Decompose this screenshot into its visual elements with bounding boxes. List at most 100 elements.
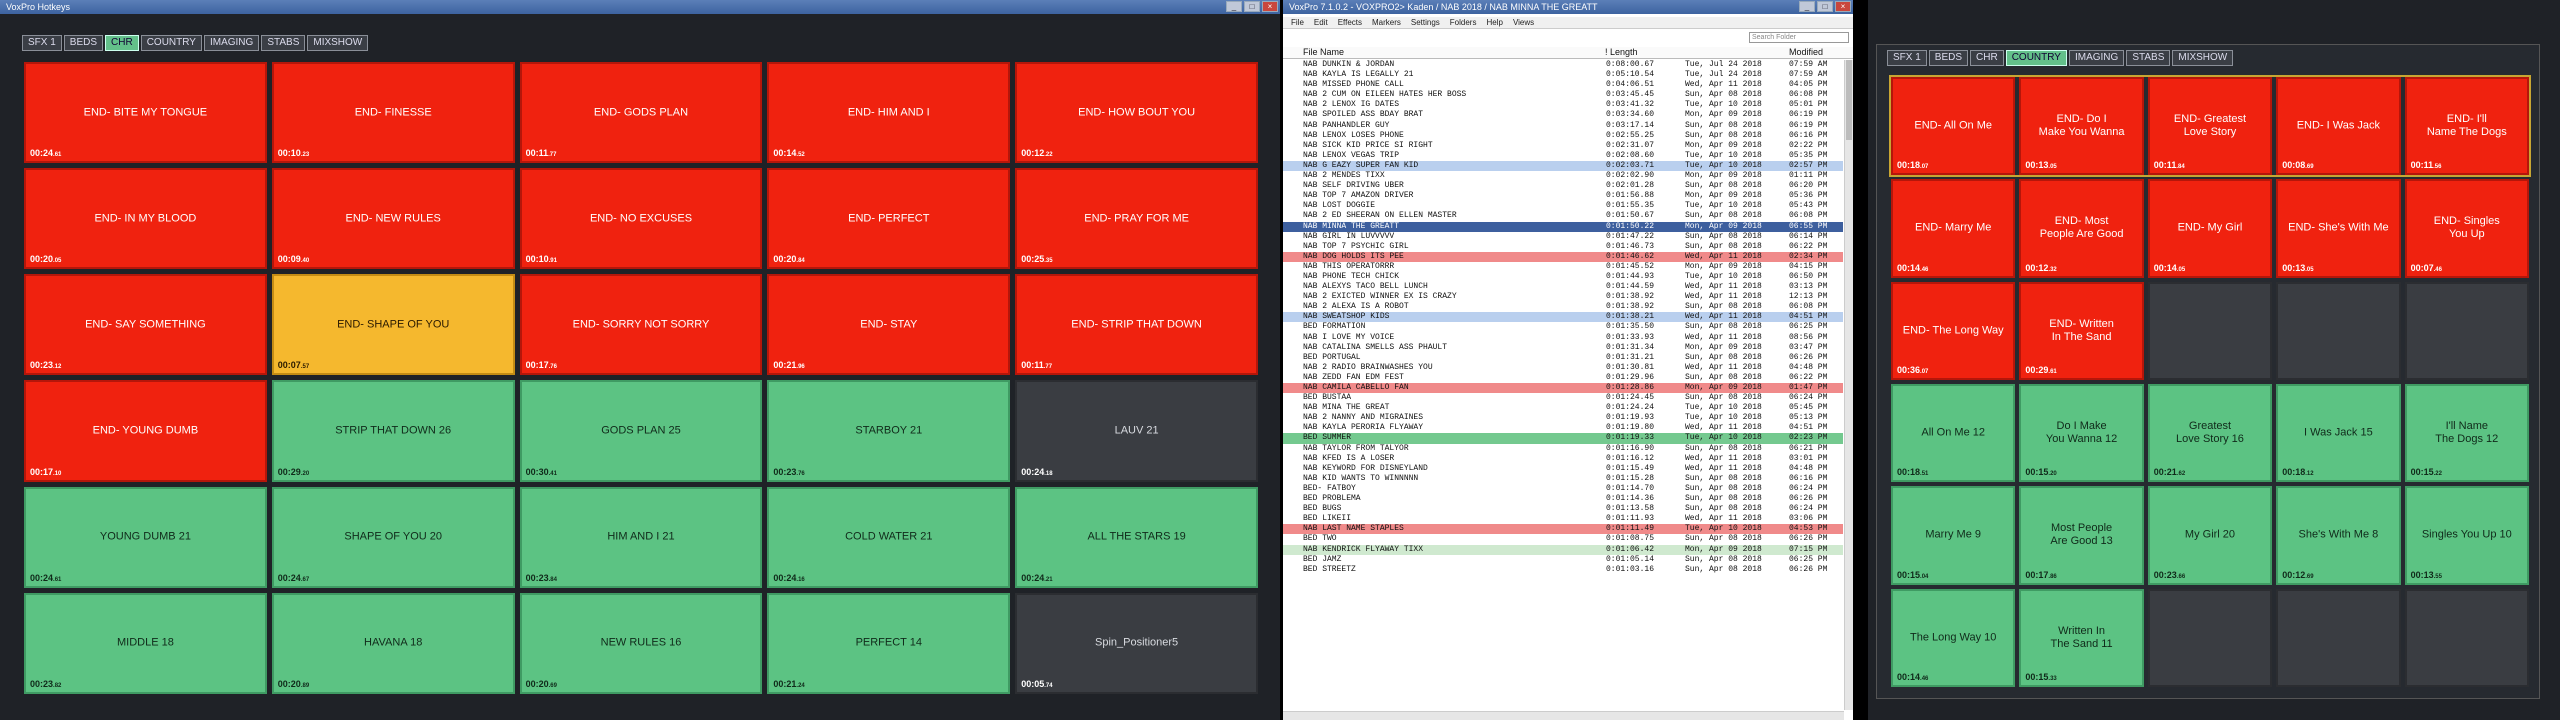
file-row[interactable]: BED STREETZ 0:01:03.16 Sun, Apr 08 2018 06:… bbox=[1283, 565, 1843, 575]
file-row[interactable]: NAB LENOX VEGAS TRIP 0:02:08.60 Tue, Apr 1… bbox=[1283, 151, 1843, 161]
menu-item[interactable]: Folders bbox=[1449, 18, 1477, 27]
right-hotkey-cell[interactable]: END- I'll Name The Dogs 00:11.56 bbox=[2404, 77, 2529, 176]
right-tab-5[interactable]: STABS bbox=[2126, 50, 2171, 66]
file-row[interactable]: NAB I LOVE MY VOICE 0:01:33.93 Wed, Apr 11… bbox=[1283, 333, 1843, 343]
right-hotkey-cell[interactable] bbox=[2276, 281, 2401, 380]
file-row[interactable]: NAB TOP 7 PSYCHIC GIRL 0:01:46.73 Sun, Apr… bbox=[1283, 242, 1843, 252]
right-hotkey-cell[interactable]: She's With Me 8 00:12.69 bbox=[2276, 486, 2401, 585]
right-tab-3[interactable]: COUNTRY bbox=[2005, 50, 2067, 66]
right-hotkey-cell[interactable]: My Girl 20 00:23.66 bbox=[2147, 486, 2273, 585]
file-row[interactable]: NAB KAYLA IS LEGALLY 21 0:05:10.54 Tue, Ju… bbox=[1283, 70, 1843, 80]
left-tab-4[interactable]: IMAGING bbox=[203, 35, 260, 51]
left-tab-5[interactable]: STABS bbox=[261, 35, 306, 51]
right-hotkey-cell[interactable] bbox=[2147, 281, 2273, 380]
left-hotkey-cell[interactable]: END- BITE MY TONGUE 00:24.61 bbox=[24, 62, 267, 164]
left-hotkey-cell[interactable]: END- SAY SOMETHING 00:23.12 bbox=[24, 274, 267, 376]
file-row[interactable]: NAB KAYLA PERORIA FLYAWAY 0:01:19.80 Wed, … bbox=[1283, 423, 1843, 433]
right-hotkey-cell[interactable] bbox=[2276, 588, 2401, 687]
left-hotkey-cell[interactable]: STRIP THAT DOWN 26 00:29.20 bbox=[271, 380, 515, 482]
right-hotkey-cell[interactable]: Written In The Sand 11 00:15.33 bbox=[2019, 588, 2144, 687]
file-row[interactable]: BED TWO 0:01:08.75 Sun, Apr 08 2018 06:26 P… bbox=[1283, 534, 1843, 544]
left-hotkey-cell[interactable]: END- HIM AND I 00:14.52 bbox=[767, 62, 1011, 164]
col-file-name[interactable]: File Name bbox=[1303, 47, 1345, 57]
file-row[interactable]: BED PROBLEMA 0:01:14.36 Sun, Apr 08 2018 06… bbox=[1283, 494, 1843, 504]
file-row[interactable]: NAB SICK KID PRICE SI RIGHT 0:02:31.07 Mon… bbox=[1283, 141, 1843, 151]
left-hotkey-cell[interactable]: END- YOUNG DUMB 00:17.10 bbox=[24, 380, 267, 482]
file-row[interactable]: NAB 2 ED SHEERAN ON ELLEN MASTER 0:01:50.… bbox=[1283, 211, 1843, 221]
left-hotkey-cell[interactable]: END- SORRY NOT SORRY 00:17.76 bbox=[519, 274, 763, 376]
right-hotkey-cell[interactable]: Most People Are Good 13 00:17.86 bbox=[2019, 486, 2144, 585]
file-row[interactable]: NAB TAYLOR FROM TALYOR 0:01:16.90 Sun, Apr… bbox=[1283, 444, 1843, 454]
right-hotkey-cell[interactable]: END- Marry Me 00:14.46 bbox=[1891, 179, 2016, 278]
file-row[interactable]: BED BUSTAA 0:01:24.45 Sun, Apr 08 2018 06:2… bbox=[1283, 393, 1843, 403]
file-row[interactable]: NAB ZEDD FAN EDM FEST 0:01:29.96 Sun, Apr … bbox=[1283, 373, 1843, 383]
file-row[interactable]: NAB DOG HOLDS ITS PEE 0:01:46.62 Wed, Apr … bbox=[1283, 251, 1843, 262]
file-row[interactable]: NAB ALEXYS TACO BELL LUNCH 0:01:44.59 Wed,… bbox=[1283, 282, 1843, 292]
maximize-button[interactable]: □ bbox=[1244, 1, 1260, 12]
file-row[interactable]: NAB DUNKIN & JORDAN 0:08:00.67 Tue, Jul 24… bbox=[1283, 60, 1843, 70]
left-hotkey-cell[interactable]: LAUV 21 00:24.18 bbox=[1015, 380, 1258, 482]
left-tab-6[interactable]: MIXSHOW bbox=[307, 35, 369, 51]
file-row[interactable]: NAB 2 MENDES TIXX 0:02:02.90 Mon, Apr 09 2… bbox=[1283, 171, 1843, 181]
left-hotkey-cell[interactable]: END- PRAY FOR ME 00:25.35 bbox=[1015, 168, 1258, 270]
minimize-button[interactable]: _ bbox=[1226, 1, 1242, 12]
right-hotkey-cell[interactable]: END- Greatest Love Story 00:11.84 bbox=[2147, 77, 2273, 176]
file-row[interactable]: NAB 2 EXICTED WINNER EX IS CRAZY 0:01:38.… bbox=[1283, 292, 1843, 302]
left-tab-2[interactable]: CHR bbox=[105, 35, 139, 51]
file-row[interactable]: NAB CATALINA SMELLS ASS PHAULT 0:01:31.34… bbox=[1283, 343, 1843, 353]
file-row[interactable]: NAB CAMILA CABELLO FAN 0:01:28.86 Mon, Apr… bbox=[1283, 383, 1843, 394]
search-folder-input[interactable]: Search Folder bbox=[1749, 32, 1849, 43]
right-hotkey-cell[interactable]: END- I Was Jack 00:08.69 bbox=[2276, 77, 2401, 176]
file-row[interactable]: NAB 2 ALEXA IS A ROBOT 0:01:38.92 Sun, Apr… bbox=[1283, 302, 1843, 312]
file-row[interactable]: NAB LENOX LOSES PHONE 0:02:55.25 Sun, Apr … bbox=[1283, 131, 1843, 141]
left-tab-1[interactable]: BEDS bbox=[63, 35, 104, 51]
menu-item[interactable]: Help bbox=[1486, 18, 1503, 27]
left-hotkey-cell[interactable]: END- STRIP THAT DOWN 00:11.77 bbox=[1015, 274, 1258, 376]
file-row[interactable]: NAB PHONE TECH CHICK 0:01:44.93 Tue, Apr 1… bbox=[1283, 272, 1843, 282]
left-hotkey-cell[interactable]: Spin_Positioner5 00:05.74 bbox=[1015, 592, 1258, 694]
left-hotkey-cell[interactable]: END- GODS PLAN 00:11.77 bbox=[519, 62, 763, 164]
vscroll-thumb[interactable] bbox=[1846, 60, 1852, 140]
right-hotkey-cell[interactable]: Singles You Up 10 00:13.55 bbox=[2404, 486, 2529, 585]
file-row[interactable]: BED LIKEII 0:01:11.93 Wed, Apr 11 2018 03:0… bbox=[1283, 514, 1843, 524]
right-tab-0[interactable]: SFX 1 bbox=[1887, 50, 1927, 66]
right-hotkey-cell[interactable]: All On Me 12 00:18.51 bbox=[1891, 384, 2016, 483]
left-hotkey-cell[interactable]: PERFECT 14 00:21.24 bbox=[767, 592, 1011, 694]
file-row[interactable]: NAB KID WANTS TO WINNNNN 0:01:15.28 Sun, A… bbox=[1283, 474, 1843, 484]
right-hotkey-cell[interactable]: Do I Make You Wanna 12 00:15.20 bbox=[2019, 384, 2144, 483]
menu-item[interactable]: Markers bbox=[1372, 18, 1401, 27]
file-row[interactable]: NAB 2 NANNY AND MIGRAINES 0:01:19.93 Tue, … bbox=[1283, 413, 1843, 423]
left-tab-3[interactable]: COUNTRY bbox=[140, 35, 202, 51]
left-hotkey-cell[interactable]: GODS PLAN 25 00:30.41 bbox=[519, 380, 763, 482]
left-hotkey-cell[interactable]: END- STAY 00:21.96 bbox=[767, 274, 1011, 376]
file-row[interactable]: BED- FATBOY 0:01:14.70 Sun, Apr 08 2018 06:… bbox=[1283, 484, 1843, 494]
right-tab-6[interactable]: MIXSHOW bbox=[2172, 50, 2234, 66]
right-hotkey-cell[interactable]: END- Do I Make You Wanna 00:13.05 bbox=[2019, 77, 2144, 176]
file-row[interactable]: NAB MISSED PHONE CALL 0:04:06.51 Wed, Apr … bbox=[1283, 80, 1843, 90]
file-list-hscroll[interactable] bbox=[1283, 711, 1844, 720]
left-hotkey-cell[interactable]: NEW RULES 16 00:20.69 bbox=[519, 592, 763, 694]
left-hotkey-cell[interactable]: END- HOW BOUT YOU 00:12.22 bbox=[1015, 62, 1258, 164]
right-hotkey-cell[interactable]: Marry Me 9 00:15.04 bbox=[1891, 486, 2016, 585]
right-hotkey-cell[interactable]: END- All On Me 00:18.07 bbox=[1891, 77, 2016, 176]
file-row[interactable]: BED FORMATION 0:01:35.50 Sun, Apr 08 2018 0… bbox=[1283, 322, 1843, 332]
menu-item[interactable]: Effects bbox=[1337, 18, 1362, 27]
col-length[interactable]: ! Length bbox=[1605, 47, 1638, 57]
file-row[interactable]: NAB LAST NAME STAPLES 0:01:11.49 Tue, Apr … bbox=[1283, 524, 1843, 535]
left-hotkey-cell[interactable]: END- IN MY BLOOD 00:20.05 bbox=[24, 168, 267, 270]
left-hotkey-cell[interactable]: ALL THE STARS 19 00:24.21 bbox=[1015, 486, 1258, 588]
file-row[interactable]: NAB TOP 7 AMAZON DRIVER 0:01:56.88 Mon, Ap… bbox=[1283, 191, 1843, 201]
file-row[interactable]: NAB SPOILED ASS BDAY BRAT 0:03:34.60 Mon, … bbox=[1283, 110, 1843, 120]
file-row[interactable]: NAB KEYWORD FOR DISNEYLAND 0:01:15.49 Wed,… bbox=[1283, 464, 1843, 474]
file-row[interactable]: NAB LOST DOGGIE 0:01:55.35 Tue, Apr 10 201… bbox=[1283, 201, 1843, 211]
file-row[interactable]: BED JAMZ 0:01:05.14 Sun, Apr 08 2018 06:25 … bbox=[1283, 555, 1843, 565]
mid-maximize-button[interactable]: □ bbox=[1817, 1, 1833, 12]
left-tab-0[interactable]: SFX 1 bbox=[22, 35, 62, 51]
left-hotkey-cell[interactable]: YOUNG DUMB 21 00:24.61 bbox=[24, 486, 267, 588]
left-hotkey-cell[interactable]: END- NEW RULES 00:09.40 bbox=[271, 168, 515, 270]
mid-minimize-button[interactable]: _ bbox=[1799, 1, 1815, 12]
file-row[interactable]: NAB SWEATSHOP KIDS 0:01:38.21 Wed, Apr 11 … bbox=[1283, 312, 1843, 323]
left-hotkey-cell[interactable]: END- FINESSE 00:10.23 bbox=[271, 62, 515, 164]
right-hotkey-cell[interactable]: The Long Way 10 00:14.46 bbox=[1891, 588, 2016, 687]
file-row[interactable]: BED SUMMER 0:01:19.33 Tue, Apr 10 2018 02:2… bbox=[1283, 433, 1843, 444]
